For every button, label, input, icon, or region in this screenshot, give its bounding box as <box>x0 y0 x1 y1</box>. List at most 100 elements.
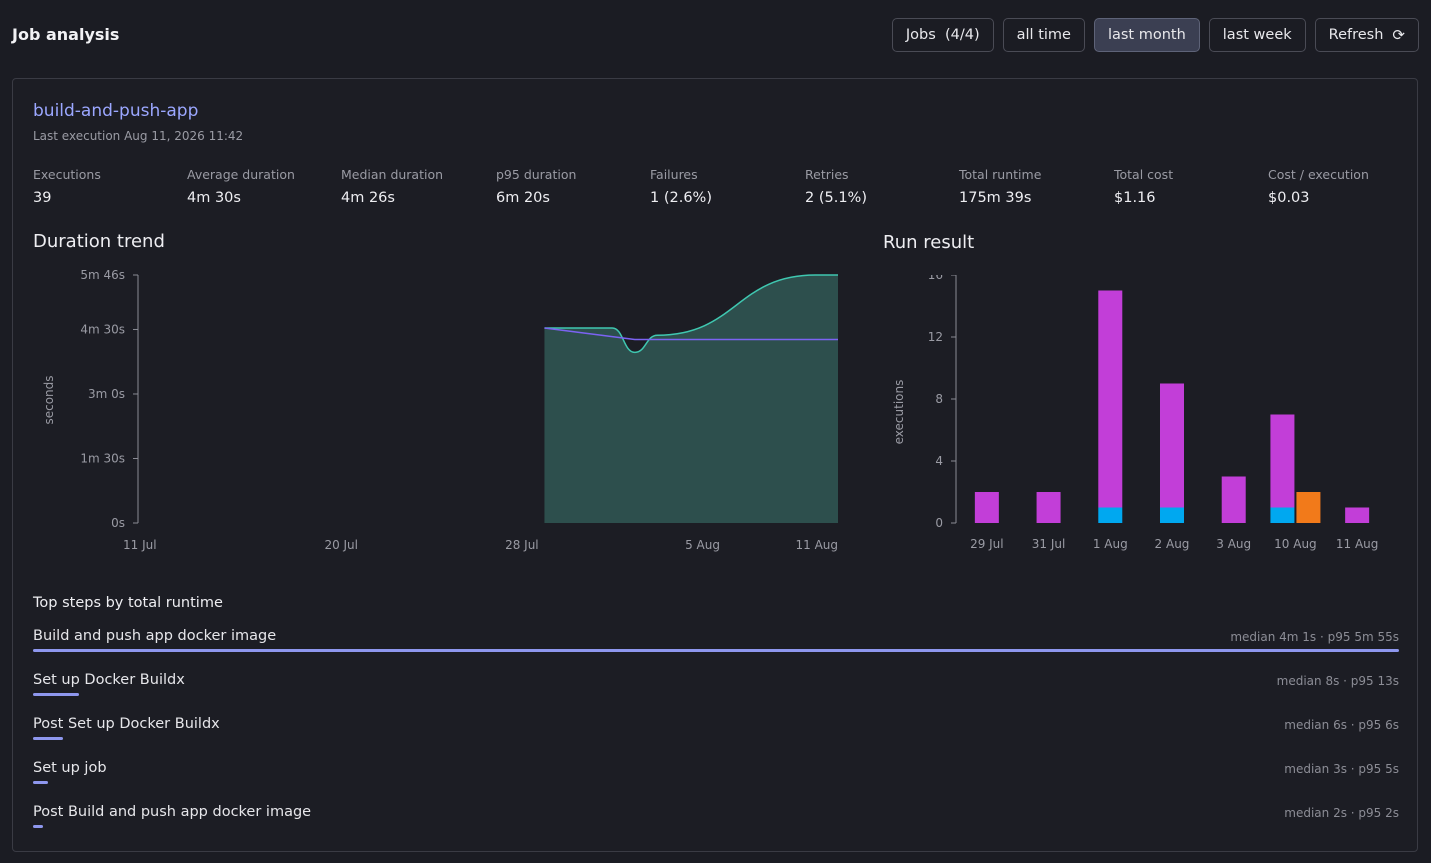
y-tick-label: 4 <box>935 454 943 468</box>
stat-label: Median duration <box>341 167 444 182</box>
y-tick-label: 3m 0s <box>88 387 125 401</box>
refresh-label: Refresh <box>1328 27 1384 43</box>
duration-line <box>544 274 838 354</box>
y-tick-label: 0 <box>935 516 943 530</box>
bar-segment <box>1270 414 1295 508</box>
step-row[interactable]: Post Set up Docker Buildx median 6s · p9… <box>33 716 1399 760</box>
stat-value: 4m 26s <box>341 190 395 206</box>
stat-value: 4m 30s <box>187 190 241 206</box>
x-tick-label: 11 Jul <box>123 538 157 552</box>
y-tick-label: 5m 46s <box>80 268 125 282</box>
x-tick-label: 3 Aug <box>1216 537 1251 551</box>
stat-value: 39 <box>33 190 52 206</box>
step-row[interactable]: Set up Docker Buildx median 8s · p95 13s <box>33 672 1399 716</box>
run-result-chart: executions 0 4 8 12 16 29 Jul 31 Jul 1 Aug 2 Aug… <box>892 275 1379 551</box>
step-stats: median 3s · p95 5s <box>1284 762 1399 776</box>
duration-trend-chart: seconds 0s 1m 30s 3m 0s 4m 30s 5m 46s 11 Jul 2… <box>42 268 838 552</box>
bar-segment <box>1270 507 1295 523</box>
bar-segment <box>974 492 999 523</box>
job-name-link[interactable]: build-and-push-app <box>33 101 199 121</box>
step-name: Set up Docker Buildx <box>33 672 185 688</box>
step-row[interactable]: Post Build and push app docker image med… <box>33 804 1399 848</box>
bar-segment <box>1098 290 1123 508</box>
top-bar: Job analysis Jobs (4/4) all time last mo… <box>0 0 1431 72</box>
x-tick-label: 29 Jul <box>970 537 1004 551</box>
stat-label: Average duration <box>187 167 295 182</box>
bar-segment <box>1160 383 1184 508</box>
stat-label: Cost / execution <box>1268 167 1369 182</box>
stat-executions: Executions 39 <box>33 167 183 206</box>
bar-segment <box>1036 492 1061 523</box>
step-stats: median 6s · p95 6s <box>1284 718 1399 732</box>
stat-label: p95 duration <box>496 167 577 182</box>
step-name: Post Build and push app docker image <box>33 804 312 820</box>
stat-value: $1.16 <box>1114 190 1156 206</box>
stat-label: Failures <box>650 167 698 182</box>
step-runtime-bar <box>33 781 48 784</box>
step-runtime-bar <box>33 649 1399 652</box>
step-runtime-bar <box>33 693 79 696</box>
last-week-button[interactable]: last week <box>1208 18 1306 52</box>
step-name: Build and push app docker image <box>33 628 277 644</box>
step-stats: median 8s · p95 13s <box>1276 674 1399 688</box>
stat-p95-duration: p95 duration 6m 20s <box>496 167 646 206</box>
stat-average-duration: Average duration 4m 30s <box>187 167 337 206</box>
y-axis-label: seconds <box>42 375 56 424</box>
step-stats: median 4m 1s · p95 5m 55s <box>1230 630 1399 644</box>
step-row[interactable]: Build and push app docker image median 4… <box>33 628 1399 672</box>
job-card: build-and-push-app Last execution Aug 11… <box>12 78 1418 852</box>
refresh-button[interactable]: Refresh ⟳ <box>1314 18 1419 52</box>
median-line <box>544 327 838 341</box>
stat-median-duration: Median duration 4m 26s <box>341 167 491 206</box>
top-steps-title: Top steps by total runtime <box>33 595 223 611</box>
x-tick-label: 20 Jul <box>324 538 358 552</box>
x-tick-label: 2 Aug <box>1155 537 1190 551</box>
step-name: Post Set up Docker Buildx <box>33 716 220 732</box>
last-month-button[interactable]: last month <box>1093 18 1200 52</box>
y-axis-label: executions <box>892 380 906 445</box>
stat-label: Total runtime <box>959 167 1042 182</box>
duration-area <box>544 275 838 523</box>
step-stats: median 2s · p95 2s <box>1284 806 1399 820</box>
all-time-button[interactable]: all time <box>1002 18 1085 52</box>
stat-retries: Retries 2 (5.1%) <box>805 167 955 206</box>
bar-segment <box>1098 507 1123 523</box>
x-tick-label: 5 Aug <box>685 538 720 552</box>
y-tick-label: 4m 30s <box>80 322 125 336</box>
x-tick-label: 1 Aug <box>1093 537 1128 551</box>
refresh-icon: ⟳ <box>1392 26 1405 44</box>
stat-value: 1 (2.6%) <box>650 190 712 206</box>
stat-label: Executions <box>33 167 101 182</box>
bar-segment <box>1160 507 1184 523</box>
step-name: Set up job <box>33 760 107 776</box>
stat-total-runtime: Total runtime 175m 39s <box>959 167 1109 206</box>
page-title: Job analysis <box>12 25 120 44</box>
y-tick-label: 16 <box>928 275 943 282</box>
stat-value: 175m 39s <box>959 190 1032 206</box>
stat-value: 6m 20s <box>496 190 550 206</box>
y-tick-label: 1m 30s <box>80 451 125 465</box>
stat-value: $0.03 <box>1268 190 1310 206</box>
bar-segment <box>1221 476 1246 523</box>
bar-segment <box>1296 492 1321 523</box>
step-runtime-bar <box>33 737 63 740</box>
y-tick-label: 8 <box>935 392 943 406</box>
x-tick-label: 11 Aug <box>795 538 838 552</box>
jobs-filter-button[interactable]: Jobs (4/4) <box>891 18 994 52</box>
stat-value: 2 (5.1%) <box>805 190 867 206</box>
last-execution: Last execution Aug 11, 2026 11:42 <box>33 129 244 143</box>
stat-label: Total cost <box>1114 167 1174 182</box>
x-tick-label: 11 Aug <box>1336 537 1379 551</box>
step-runtime-bar <box>33 825 43 828</box>
bar-segment <box>1345 507 1370 523</box>
stat-label: Retries <box>805 167 849 182</box>
run-result-title: Run result <box>883 232 975 253</box>
y-tick-label: 12 <box>928 330 943 344</box>
x-tick-label: 10 Aug <box>1274 537 1317 551</box>
x-tick-label: 28 Jul <box>505 538 539 552</box>
stat-total-cost: Total cost $1.16 <box>1114 167 1264 206</box>
x-tick-label: 31 Jul <box>1032 537 1066 551</box>
duration-trend-title: Duration trend <box>33 231 165 252</box>
step-row[interactable]: Set up job median 3s · p95 5s <box>33 760 1399 804</box>
stat-cost-per-execution: Cost / execution $0.03 <box>1268 167 1418 206</box>
